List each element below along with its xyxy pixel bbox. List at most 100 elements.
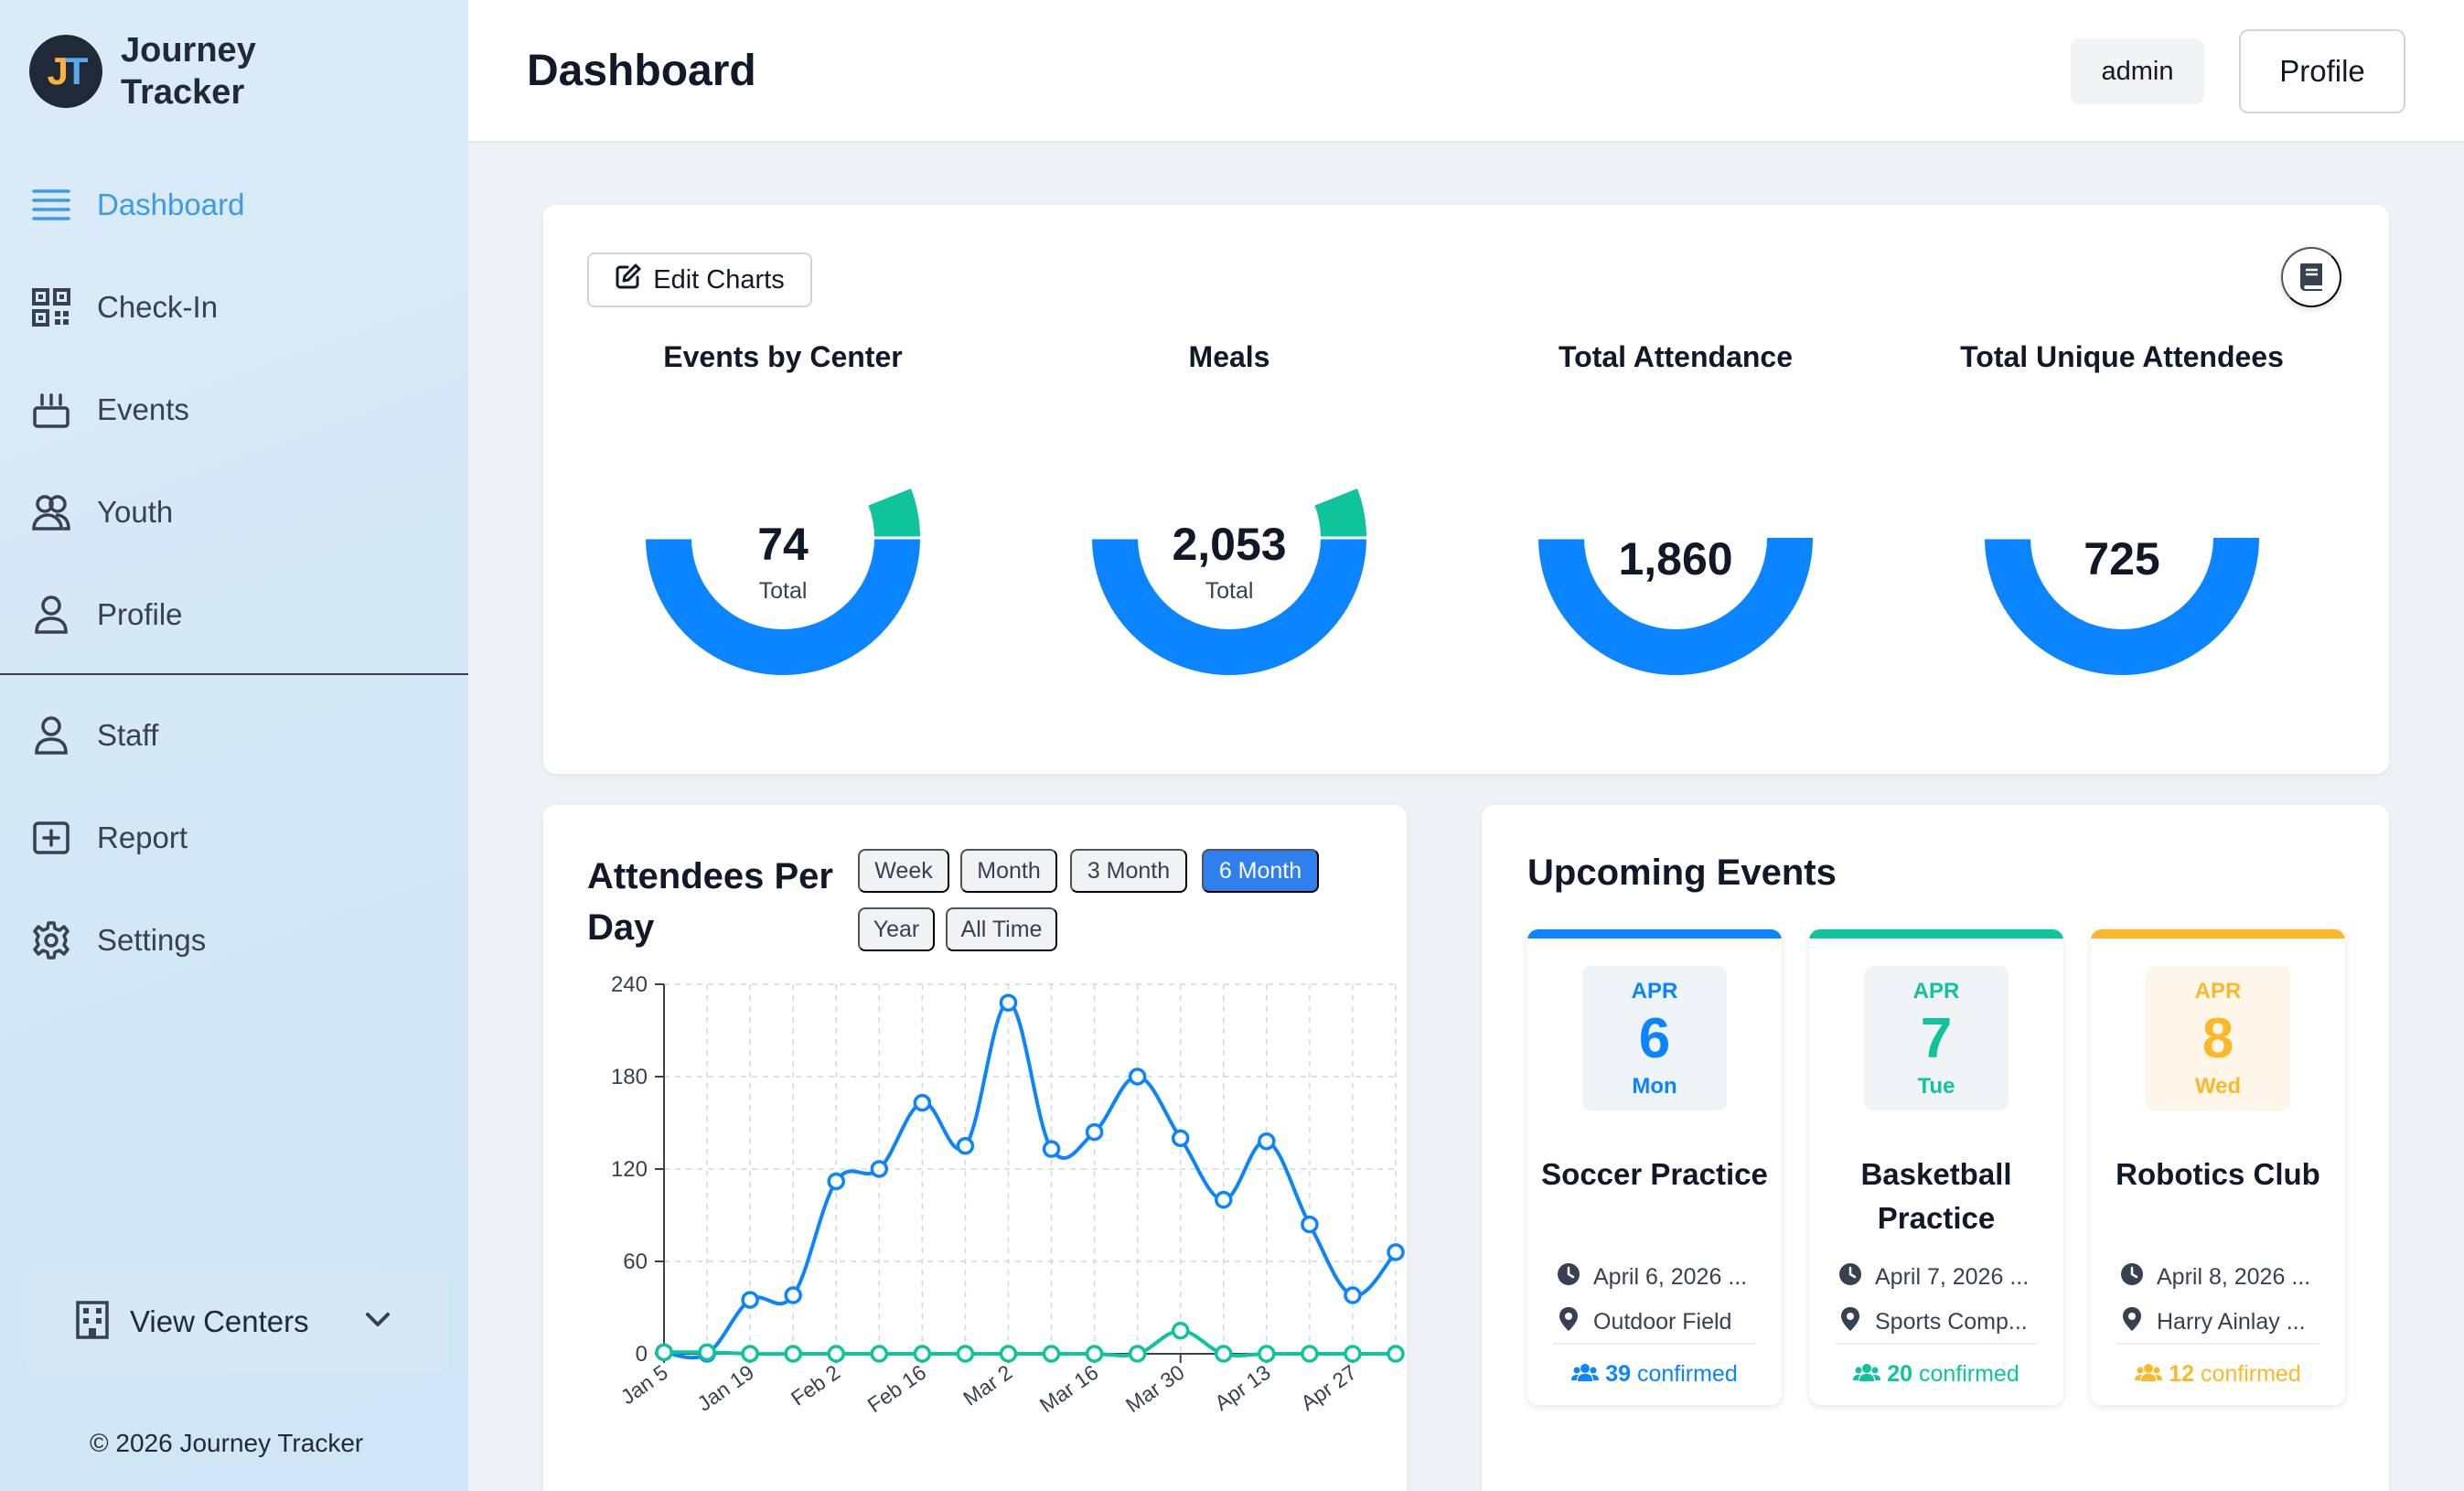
data-point[interactable] bbox=[870, 1345, 889, 1363]
attendees-per-day-card: Attendees Per Day Week Month 3 Month 6 M… bbox=[543, 805, 1407, 1491]
donut-value: 74 bbox=[757, 519, 809, 570]
data-point[interactable] bbox=[1344, 1345, 1362, 1363]
clock-icon bbox=[2120, 1262, 2144, 1293]
chevron-down-icon bbox=[364, 1311, 391, 1334]
event-card[interactable]: APR 6 Mon Soccer Practice April 6, 2026 … bbox=[1527, 929, 1782, 1405]
data-point[interactable] bbox=[1301, 1215, 1319, 1234]
donut-chart-events-by-center: Events by Center 74 Total bbox=[560, 340, 1006, 724]
donut-slice[interactable] bbox=[1538, 401, 1813, 675]
data-point[interactable] bbox=[827, 1172, 845, 1191]
range-month-button[interactable]: Month bbox=[960, 849, 1057, 893]
data-point[interactable] bbox=[870, 1160, 889, 1178]
data-point[interactable] bbox=[1387, 1243, 1405, 1261]
event-date-box: APR 7 Tue bbox=[1864, 966, 2009, 1110]
primary-nav: Dashboard Check-In Events Youth Profile bbox=[0, 154, 468, 666]
edit-charts-button[interactable]: Edit Charts bbox=[587, 252, 812, 307]
upcoming-events-card: Upcoming Events APR 6 Mon Soccer Practic… bbox=[1482, 805, 2389, 1491]
data-point[interactable] bbox=[913, 1093, 932, 1112]
range-week-button[interactable]: Week bbox=[858, 849, 949, 893]
users-icon bbox=[31, 492, 71, 532]
sidebar-item-label: Profile bbox=[97, 597, 183, 631]
sidebar-item-settings[interactable]: Settings bbox=[0, 889, 468, 992]
data-point[interactable] bbox=[956, 1345, 975, 1363]
event-confirmed: 39 confirmed bbox=[1527, 1361, 1782, 1388]
data-point[interactable] bbox=[741, 1291, 759, 1309]
role-badge: admin bbox=[2071, 38, 2204, 104]
data-point[interactable] bbox=[999, 993, 1018, 1012]
event-weekday: Wed bbox=[2194, 1074, 2242, 1099]
y-tick-label: 0 bbox=[636, 1342, 648, 1367]
data-point[interactable] bbox=[1042, 1140, 1061, 1158]
book-button[interactable] bbox=[2281, 247, 2341, 307]
sidebar-item-label: Events bbox=[97, 392, 189, 426]
data-point[interactable] bbox=[1387, 1345, 1405, 1363]
data-point[interactable] bbox=[1085, 1345, 1104, 1363]
event-divider bbox=[1835, 1343, 2038, 1345]
users-icon bbox=[1571, 1361, 1600, 1387]
sidebar-item-events[interactable]: Events bbox=[0, 359, 468, 461]
slice-separator bbox=[1312, 486, 1358, 506]
donut-chart-total-attendance: Total Attendance 1,860 bbox=[1452, 340, 1899, 724]
sidebar-item-dashboard[interactable]: Dashboard bbox=[0, 154, 468, 256]
range-6-month-button[interactable]: 6 Month bbox=[1202, 849, 1319, 893]
data-point[interactable] bbox=[784, 1345, 802, 1363]
data-point[interactable] bbox=[827, 1345, 845, 1363]
event-name: Basketball Practice bbox=[1860, 1157, 2012, 1235]
donut-value: 1,860 bbox=[1618, 533, 1733, 585]
range-3-month-button[interactable]: 3 Month bbox=[1070, 849, 1187, 893]
data-point[interactable] bbox=[1171, 1129, 1190, 1148]
donut-slice[interactable] bbox=[1985, 401, 2259, 675]
sidebar-item-staff[interactable]: Staff bbox=[0, 684, 468, 787]
data-point[interactable] bbox=[1258, 1132, 1276, 1151]
data-point[interactable] bbox=[698, 1343, 716, 1362]
data-point[interactable] bbox=[1301, 1345, 1319, 1363]
data-point[interactable] bbox=[1085, 1122, 1104, 1142]
data-point[interactable] bbox=[1344, 1286, 1362, 1304]
event-location-row: Sports Comp... bbox=[1838, 1306, 2049, 1338]
gear-icon bbox=[31, 920, 71, 960]
data-point[interactable] bbox=[741, 1345, 759, 1363]
donut-svg bbox=[1537, 401, 1813, 675]
data-point[interactable] bbox=[1215, 1190, 1233, 1209]
data-point[interactable] bbox=[655, 1343, 673, 1362]
event-location: Sports Comp... bbox=[1875, 1309, 2028, 1335]
data-point[interactable] bbox=[999, 1345, 1018, 1363]
data-point[interactable] bbox=[913, 1345, 932, 1363]
building-icon bbox=[75, 1300, 110, 1345]
profile-button[interactable]: Profile bbox=[2239, 29, 2405, 113]
data-point[interactable] bbox=[1128, 1067, 1147, 1086]
event-confirmed: 20 confirmed bbox=[1809, 1361, 2063, 1388]
event-divider bbox=[2116, 1343, 2319, 1345]
sidebar-item-profile[interactable]: Profile bbox=[0, 563, 468, 666]
range-all-time-button[interactable]: All Time bbox=[946, 907, 1057, 951]
event-month: APR bbox=[1912, 979, 1960, 1003]
sidebar-item-check-in[interactable]: Check-In bbox=[0, 256, 468, 359]
x-tick-label: Jan 5 bbox=[616, 1360, 672, 1410]
data-point[interactable] bbox=[1215, 1345, 1233, 1363]
sidebar-item-label: Settings bbox=[97, 923, 207, 957]
data-point[interactable] bbox=[1042, 1345, 1061, 1363]
event-weekday: Tue bbox=[1917, 1074, 1955, 1099]
event-location-row: Outdoor Field bbox=[1557, 1306, 1767, 1338]
data-point[interactable] bbox=[1128, 1345, 1147, 1363]
top-header: Dashboard admin Profile bbox=[468, 0, 2464, 143]
data-point[interactable] bbox=[1258, 1345, 1276, 1363]
edit-charts-label: Edit Charts bbox=[653, 264, 785, 295]
slice-separator bbox=[866, 486, 912, 506]
event-card[interactable]: APR 8 Wed Robotics Club April 8, 2026 ..… bbox=[2091, 929, 2345, 1405]
event-date-box: APR 6 Mon bbox=[1582, 966, 1727, 1110]
sidebar-item-report[interactable]: Report bbox=[0, 787, 468, 889]
data-point[interactable] bbox=[956, 1137, 975, 1155]
sidebar-item-youth[interactable]: Youth bbox=[0, 461, 468, 563]
data-point[interactable] bbox=[1171, 1322, 1190, 1340]
event-date-row: April 8, 2026 ... bbox=[2120, 1262, 2330, 1293]
event-date: April 6, 2026 ... bbox=[1593, 1264, 1748, 1290]
view-centers-dropdown[interactable]: View Centers bbox=[27, 1271, 448, 1372]
y-tick-label: 180 bbox=[611, 1065, 648, 1089]
range-year-button[interactable]: Year bbox=[858, 907, 935, 951]
data-point[interactable] bbox=[784, 1286, 802, 1304]
event-card[interactable]: APR 7 Tue Basketball Practice April 7, 2… bbox=[1809, 929, 2063, 1405]
line-chart-title: Attendees Per Day bbox=[587, 856, 833, 948]
